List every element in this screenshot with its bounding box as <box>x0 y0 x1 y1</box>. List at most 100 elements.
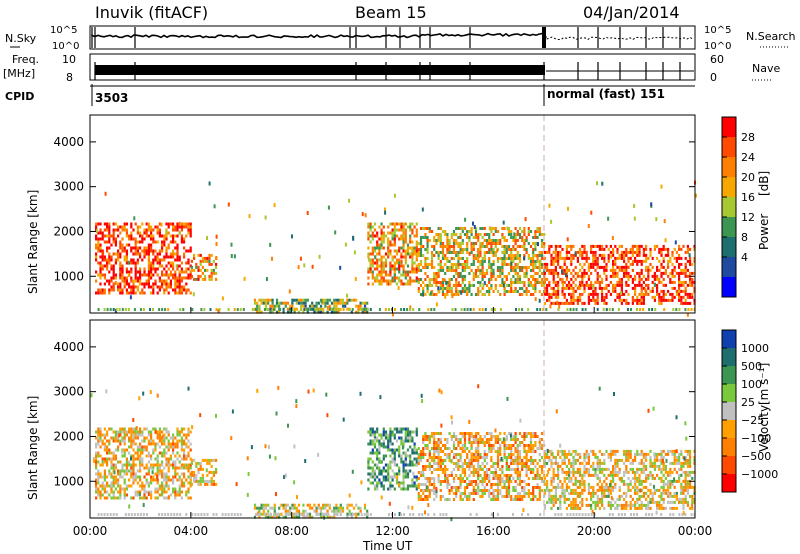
heat-cell <box>210 268 213 272</box>
heat-cell <box>501 272 504 275</box>
heat-cell <box>145 496 148 500</box>
heat-cell <box>172 252 175 256</box>
heat-cell <box>426 242 429 245</box>
heat-cell <box>154 478 157 482</box>
heat-cell <box>516 281 519 284</box>
heat-cell <box>466 236 469 239</box>
heat-cell <box>369 466 372 470</box>
heat-cell <box>267 308 269 311</box>
heat-cell <box>494 230 497 233</box>
nave-label: Nave <box>752 62 780 75</box>
heat-cell <box>128 427 131 431</box>
heat-cell <box>461 266 464 269</box>
heat-cell <box>402 282 405 286</box>
heat-cell <box>445 280 448 285</box>
heat-cell <box>459 251 462 254</box>
heat-cell <box>324 506 327 510</box>
heat-cell <box>437 459 440 462</box>
noise-search-line <box>545 36 694 41</box>
heat-cell <box>590 262 593 266</box>
heat-cell <box>557 274 560 278</box>
heat-cell <box>579 467 582 471</box>
heat-cell <box>378 466 381 470</box>
heat-cell <box>389 463 392 467</box>
heat-cell <box>536 281 539 284</box>
heat-cell <box>607 259 610 263</box>
heat-cell <box>446 293 449 296</box>
heat-cell <box>546 473 549 477</box>
heat-cell <box>371 249 374 253</box>
heat-cell <box>428 465 431 468</box>
heat-cell <box>315 310 318 314</box>
heat-cell <box>572 473 575 477</box>
heat-cell <box>633 216 636 221</box>
heat-cell <box>483 486 486 489</box>
heat-cell <box>496 480 500 483</box>
heat-cell <box>104 191 107 196</box>
heat-cell <box>627 283 630 287</box>
heat-cell <box>435 302 438 307</box>
heat-cell <box>521 239 524 242</box>
heat-cell <box>286 307 290 311</box>
heat-cell <box>483 227 486 230</box>
heat-cell <box>516 477 519 480</box>
heat-cell <box>576 301 579 305</box>
heat-cell <box>686 259 689 263</box>
heat-cell <box>596 271 599 275</box>
heat-cell <box>218 308 221 311</box>
heat-cell <box>378 478 381 482</box>
heat-cell <box>527 290 530 293</box>
heat-cell <box>158 276 161 280</box>
heat-cell <box>538 227 541 230</box>
beam-title: Beam 15 <box>355 3 427 22</box>
heat-cell <box>527 465 530 468</box>
heat-cell <box>680 295 683 299</box>
heat-cell <box>175 264 178 269</box>
heat-cell <box>183 276 186 280</box>
heat-cell <box>452 293 456 296</box>
heat-cell <box>291 503 294 507</box>
heat-cell <box>686 274 689 278</box>
heat-cell <box>339 503 342 507</box>
heat-cell <box>391 234 394 238</box>
heat-cell <box>435 251 438 254</box>
heat-cell <box>108 493 111 497</box>
heat-cell <box>398 267 401 271</box>
heat-cell <box>428 492 431 495</box>
heat-cell <box>415 478 418 482</box>
heat-cell <box>165 472 168 476</box>
heat-cell <box>402 460 405 464</box>
heat-cell <box>152 264 155 268</box>
heat-cell <box>143 246 146 250</box>
heat-cell <box>284 509 287 513</box>
heat-cell <box>461 269 464 272</box>
heat-cell <box>97 481 100 485</box>
heat-cell <box>278 304 281 308</box>
heat-cell <box>333 515 336 519</box>
heat-cell <box>516 495 519 498</box>
heat-cell <box>430 263 434 266</box>
heat-cell <box>387 231 390 235</box>
heat-cell <box>563 280 566 284</box>
heat-cell <box>653 244 656 248</box>
heat-cell <box>417 453 420 456</box>
heat-cell <box>516 474 519 477</box>
heat-cell <box>132 427 135 431</box>
heat-cell <box>139 270 142 274</box>
heat-cell <box>510 474 513 477</box>
y-tick-label: 2000 <box>53 224 84 238</box>
heat-cell <box>570 292 573 296</box>
heat-cell <box>548 497 551 501</box>
heat-cell <box>518 474 522 477</box>
heat-cell <box>176 457 179 461</box>
heat-cell <box>419 450 423 453</box>
heat-cell <box>382 255 385 259</box>
heat-cell <box>158 445 161 449</box>
heat-cell <box>393 472 396 476</box>
heat-cell <box>521 459 524 462</box>
heat-cell <box>581 473 584 477</box>
heat-cell <box>640 289 643 293</box>
heat-cell <box>514 233 517 236</box>
heat-cell <box>570 283 573 287</box>
heat-cell <box>158 427 161 431</box>
